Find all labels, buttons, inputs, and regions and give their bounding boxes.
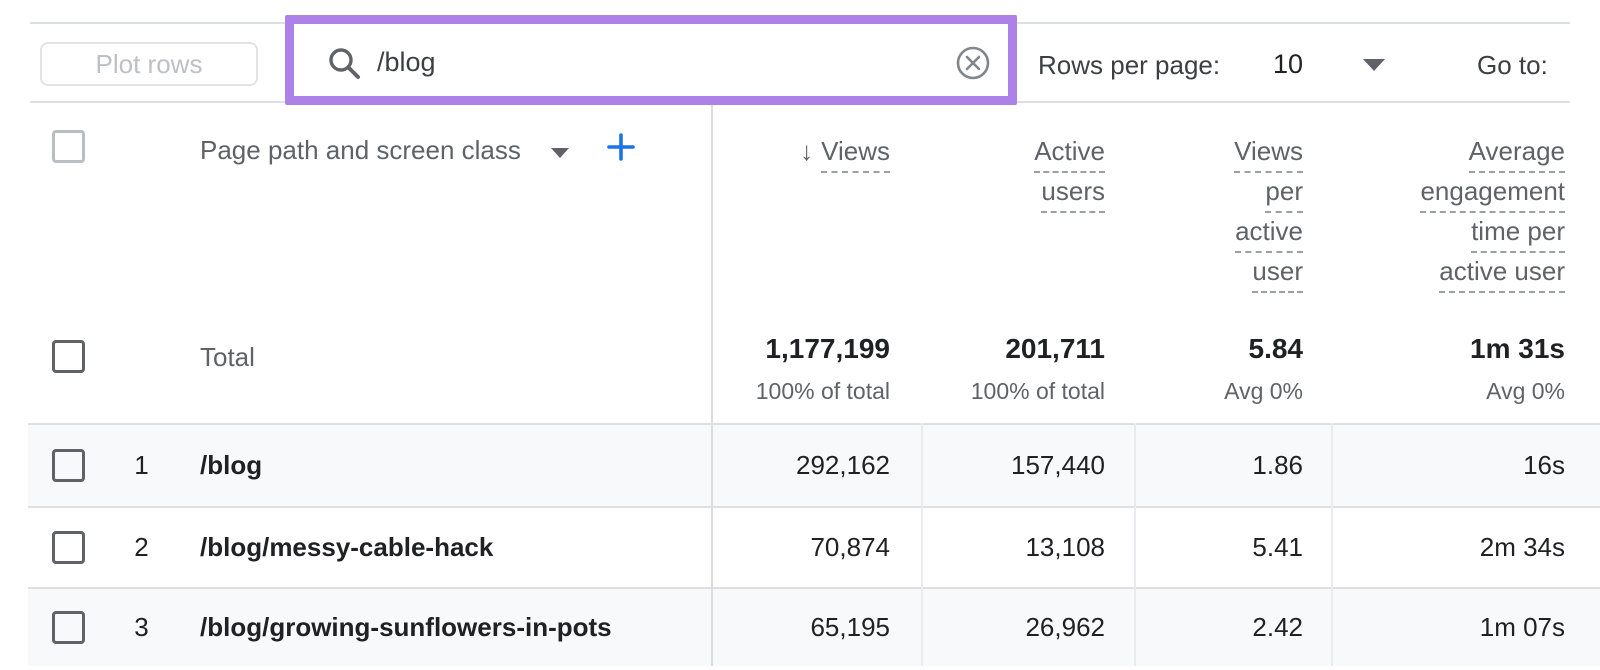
column-divider [921,423,923,666]
column-divider [1134,423,1136,666]
row-views-per-active-user: 1.86 [1252,450,1303,480]
totals-checkbox[interactable] [52,340,85,373]
total-avg-engagement-time-subtext: Avg 0% [1486,378,1565,404]
table-row: 1 /blog 292,162 157,440 1.86 16s [28,423,1600,506]
total-active-users-subtext: 100% of total [970,378,1105,404]
search-input[interactable]: /blog [377,47,436,77]
toolbar-bottom-divider [30,101,1570,103]
row-views-per-active-user: 5.41 [1252,532,1303,562]
table-row: 3 /blog/growing-sunflowers-in-pots 65,19… [28,587,1600,666]
dimension-header[interactable]: Page path and screen class [200,135,521,165]
column-header-avg-engagement-time[interactable]: Average engagement time per active user [1332,104,1600,296]
sort-descending-arrow-icon[interactable]: ↓ [800,136,814,166]
row-active-users: 157,440 [1011,450,1105,480]
rows-per-page-label: Rows per page: [1038,50,1221,80]
column-header-line[interactable]: active user [1439,256,1565,293]
row-page-path: /blog/growing-sunflowers-in-pots [200,612,612,642]
row-index: 2 [134,532,149,562]
go-to-label: Go to: [1477,50,1548,80]
column-header-line[interactable]: Average [1468,136,1565,173]
row-index: 3 [134,612,149,642]
dimension-metrics-divider [711,104,713,666]
clear-search-icon[interactable] [956,46,990,80]
row-active-users: 13,108 [1025,532,1105,562]
column-header-views-label[interactable]: Views [821,136,890,173]
row-views-per-active-user: 2.42 [1252,612,1303,642]
column-header-line[interactable]: user [1252,256,1303,293]
row-views: 65,195 [810,612,890,642]
totals-row: Total 1,177,199 100% of total 201,711 10… [28,300,1600,423]
column-header-line[interactable]: Views [1234,136,1303,173]
column-header-views-per-active-user[interactable]: Views per active user [1135,104,1332,296]
row-views: 292,162 [796,450,890,480]
column-header-line[interactable]: active [1235,216,1303,253]
dimension-caret-down-icon[interactable] [550,148,569,158]
row-page-path: /blog/messy-cable-hack [200,532,494,562]
row-index: 1 [134,450,149,480]
toolbar-top-divider [30,22,1570,24]
column-divider [1331,423,1333,666]
column-header-line[interactable]: engagement [1420,176,1565,213]
total-views-subtext: 100% of total [755,378,890,404]
column-header-line[interactable]: per [1265,176,1303,213]
column-header-line[interactable]: Active [1034,136,1105,173]
column-header-line[interactable]: time per [1471,216,1565,253]
column-header-views: ↓ Views [712,104,922,176]
row-checkbox[interactable] [52,531,85,564]
column-header-line[interactable]: users [1041,176,1105,213]
total-active-users: 201,711 [1005,333,1105,364]
select-all-checkbox[interactable] [52,130,85,163]
totals-label: Total [200,342,255,372]
total-views-per-active-user-subtext: Avg 0% [1224,378,1303,404]
row-checkbox[interactable] [52,611,85,644]
table-header-row: Page path and screen class ↓ Views Active… [28,104,1600,296]
plot-rows-button[interactable]: Plot rows [40,42,258,86]
column-header-active-users[interactable]: Active users [922,104,1135,216]
add-column-plus-icon[interactable] [607,133,635,161]
search-icon [325,44,363,82]
row-avg-engagement-time: 16s [1523,450,1565,480]
row-checkbox[interactable] [52,449,85,482]
row-avg-engagement-time: 2m 34s [1479,532,1565,562]
rows-per-page-caret-down-icon[interactable] [1363,59,1385,71]
total-avg-engagement-time: 1m 31s [1470,333,1565,364]
table-row: 2 /blog/messy-cable-hack 70,874 13,108 5… [28,506,1600,587]
row-page-path: /blog [200,450,263,480]
row-views: 70,874 [810,532,890,562]
total-views: 1,177,199 [765,333,890,364]
rows-per-page-select[interactable]: 10 [1273,49,1304,79]
row-active-users: 26,962 [1025,612,1105,642]
total-views-per-active-user: 5.84 [1248,333,1304,364]
row-avg-engagement-time: 1m 07s [1479,612,1565,642]
